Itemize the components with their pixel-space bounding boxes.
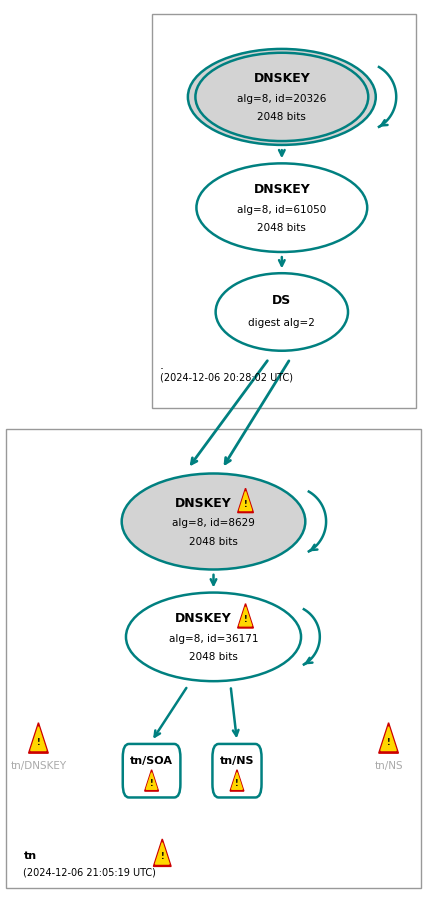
Text: 2048 bits: 2048 bits [257, 113, 305, 122]
Text: !: ! [243, 499, 247, 509]
Text: !: ! [386, 738, 389, 747]
Text: !: ! [243, 615, 247, 624]
Polygon shape [230, 770, 243, 791]
Text: !: ! [160, 853, 164, 861]
Polygon shape [231, 773, 242, 789]
Ellipse shape [215, 273, 347, 351]
Text: alg=8, id=61050: alg=8, id=61050 [236, 205, 326, 214]
Text: digest alg=2: digest alg=2 [248, 318, 314, 328]
Text: alg=8, id=20326: alg=8, id=20326 [236, 94, 326, 103]
Text: tn/NS: tn/NS [373, 761, 402, 771]
Polygon shape [239, 607, 251, 626]
Polygon shape [380, 726, 395, 750]
Polygon shape [29, 723, 48, 753]
Polygon shape [155, 843, 169, 864]
Text: !: ! [150, 779, 153, 788]
Text: (2024-12-06 20:28:02 UTC): (2024-12-06 20:28:02 UTC) [160, 373, 292, 382]
Text: 2048 bits: 2048 bits [189, 537, 237, 546]
Ellipse shape [195, 53, 367, 141]
Text: .: . [160, 359, 164, 372]
Polygon shape [237, 604, 253, 628]
Text: DNSKEY: DNSKEY [174, 612, 230, 625]
Ellipse shape [126, 593, 300, 681]
Polygon shape [31, 726, 46, 750]
Text: DNSKEY: DNSKEY [253, 72, 309, 85]
FancyBboxPatch shape [123, 744, 180, 797]
Ellipse shape [196, 163, 366, 252]
Text: alg=8, id=8629: alg=8, id=8629 [172, 519, 254, 528]
FancyBboxPatch shape [6, 429, 420, 888]
Text: tn/NS: tn/NS [219, 757, 253, 766]
Ellipse shape [187, 49, 375, 145]
Text: tn/SOA: tn/SOA [130, 757, 173, 766]
Polygon shape [144, 770, 158, 791]
Polygon shape [146, 773, 157, 789]
Text: tn/DNSKEY: tn/DNSKEY [10, 761, 66, 771]
Text: (2024-12-06 21:05:19 UTC): (2024-12-06 21:05:19 UTC) [23, 868, 156, 877]
Text: 2048 bits: 2048 bits [257, 223, 305, 233]
Text: 2048 bits: 2048 bits [189, 653, 237, 662]
Ellipse shape [121, 473, 305, 569]
Polygon shape [239, 492, 251, 510]
Text: DS: DS [271, 294, 291, 307]
Text: !: ! [235, 779, 238, 788]
Text: DNSKEY: DNSKEY [253, 183, 309, 196]
Polygon shape [378, 723, 397, 753]
FancyBboxPatch shape [151, 14, 415, 408]
FancyBboxPatch shape [212, 744, 261, 797]
Text: DNSKEY: DNSKEY [174, 497, 230, 509]
Text: tn: tn [23, 851, 37, 860]
Text: alg=8, id=36171: alg=8, id=36171 [168, 634, 258, 643]
Text: !: ! [37, 738, 40, 747]
Polygon shape [153, 839, 171, 867]
Polygon shape [237, 488, 253, 512]
